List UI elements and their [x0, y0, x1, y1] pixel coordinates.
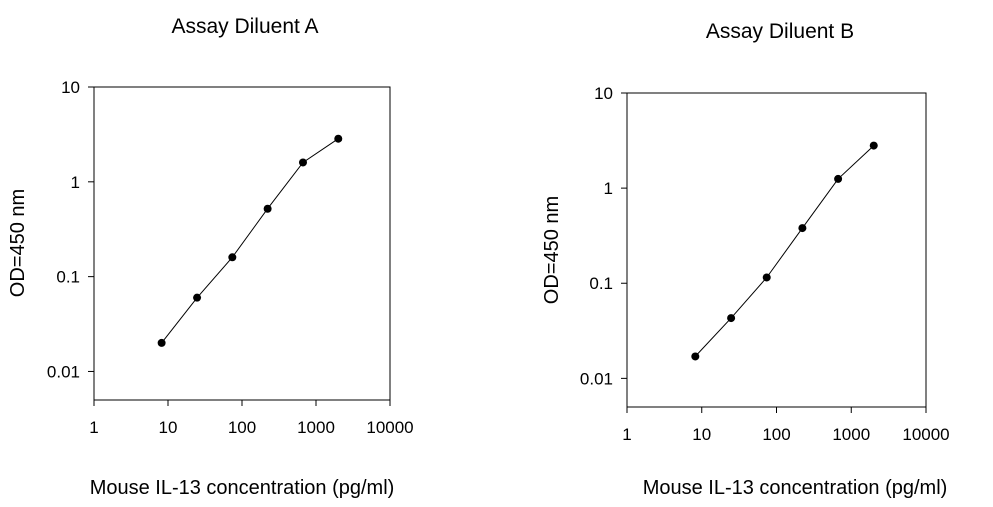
chart-assay-diluent-b: Assay Diluent B OD=450 nm Mouse IL-13 co… [541, 20, 950, 499]
chart-b-xtick-label: 1000 [832, 425, 870, 444]
chart-b-xtick-label: 10 [692, 425, 711, 444]
chart-b-data-point [869, 141, 878, 150]
chart-a-data-point [298, 158, 307, 167]
chart-b-xtick-label: 100 [762, 425, 790, 444]
chart-a-ytick-label: 10 [61, 78, 80, 97]
chart-a-xtick-label: 100 [228, 418, 256, 437]
chart-b-ytick-label: 1 [604, 179, 613, 198]
chart-a-xtick-label: 1 [89, 418, 98, 437]
chart-a-xtick-label: 10000 [366, 418, 413, 437]
chart-a-xlabel: Mouse IL-13 concentration (pg/ml) [90, 477, 395, 499]
chart-b-data-point [798, 224, 807, 233]
chart-b-data-point [762, 273, 771, 282]
chart-a-ytick-label: 0.1 [56, 268, 80, 287]
chart-a-data-point [157, 338, 166, 347]
chart-b-plot-frame [626, 92, 927, 408]
chart-a-data-point [334, 134, 343, 143]
chart-a-xtick-label: 1000 [297, 418, 335, 437]
chart-a-data-point [228, 253, 237, 262]
chart-a-data-point [263, 204, 272, 213]
chart-b-data-point [727, 314, 736, 323]
chart-b-ytick-label: 10 [594, 84, 613, 103]
chart-b-title: Assay Diluent B [706, 20, 854, 43]
chart-a-series-line [161, 138, 339, 344]
chart-a-data-point [193, 293, 202, 302]
chart-b-xlabel: Mouse IL-13 concentration (pg/ml) [643, 477, 948, 499]
chart-b-xtick-label: 10000 [902, 425, 949, 444]
chart-a-ytick-label: 0.01 [47, 362, 80, 381]
chart-assay-diluent-a: Assay Diluent A OD=450 nm Mouse IL-13 co… [7, 15, 414, 499]
chart-a-ytick-label: 1 [71, 173, 80, 192]
chart-b-data-point [834, 174, 843, 183]
chart-a-title: Assay Diluent A [171, 15, 318, 38]
chart-b-ylabel: OD=450 nm [541, 196, 563, 304]
chart-b-ytick-label: 0.01 [580, 369, 613, 388]
chart-a-xtick-label: 10 [159, 418, 178, 437]
chart-a-ylabel: OD=450 nm [7, 189, 29, 297]
chart-b-series-line [694, 145, 875, 357]
chart-b-data-point [691, 352, 700, 361]
chart-b-xtick-label: 1 [622, 425, 631, 444]
chart-b-ytick-label: 0.1 [589, 274, 613, 293]
